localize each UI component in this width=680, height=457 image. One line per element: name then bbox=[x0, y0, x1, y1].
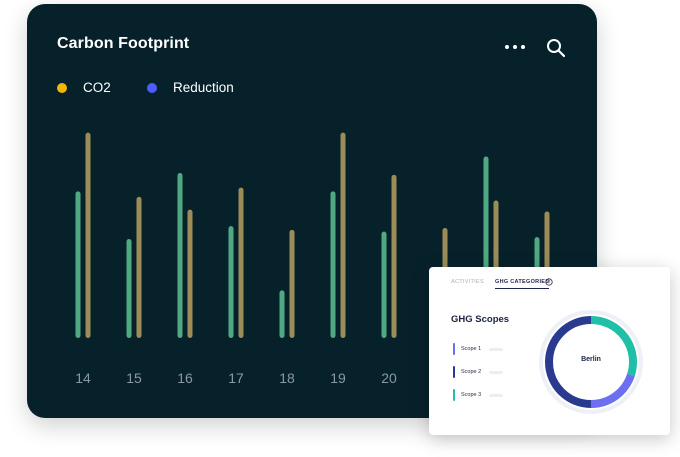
bar-reduction-18[interactable] bbox=[279, 290, 285, 338]
bar-co2-15[interactable] bbox=[136, 196, 142, 338]
legend-label: CO2 bbox=[83, 80, 111, 95]
tab-ghg-categories[interactable]: GHG Categories bbox=[495, 279, 550, 285]
bar-co2-14[interactable] bbox=[85, 132, 91, 338]
donut-center-label: Berlin bbox=[581, 356, 601, 363]
bar-co2-19[interactable] bbox=[340, 132, 346, 338]
legend-dot-reduction bbox=[147, 82, 157, 93]
scope-progress-track bbox=[489, 370, 503, 374]
bar-co2-16[interactable] bbox=[187, 209, 193, 338]
info-icon[interactable]: ? bbox=[545, 278, 553, 286]
scope-row-2[interactable]: Scope 2 bbox=[453, 365, 503, 379]
x-tick-label: 17 bbox=[228, 370, 244, 386]
search-icon bbox=[547, 39, 566, 58]
scope-label: Scope 2 bbox=[461, 369, 482, 375]
svg-text:?: ? bbox=[548, 280, 551, 286]
bar-reduction-16[interactable] bbox=[177, 173, 183, 338]
more-options-button[interactable] bbox=[503, 40, 527, 52]
ghg-scopes-title: GHG Scopes bbox=[451, 314, 510, 325]
card-title: Carbon Footprint bbox=[57, 35, 190, 52]
donut-halo bbox=[539, 310, 643, 414]
bar-reduction-20[interactable] bbox=[381, 231, 387, 338]
x-tick-label: 18 bbox=[279, 370, 295, 386]
donut-segment-scope-1[interactable] bbox=[590, 373, 635, 408]
bar-co2-20[interactable] bbox=[391, 174, 397, 338]
legend-label: Reduction bbox=[173, 80, 234, 95]
legend-dot-co2 bbox=[57, 82, 67, 93]
scope-row-3[interactable]: Scope 3 bbox=[453, 388, 503, 402]
scope-label: Scope 3 bbox=[461, 392, 482, 398]
x-tick-label: 19 bbox=[330, 370, 346, 386]
scope-progress-track bbox=[489, 393, 503, 397]
more-dots-icon bbox=[505, 45, 525, 49]
bar-co2-17[interactable] bbox=[238, 187, 244, 338]
bar-chart: 14 15 16 17 18 19 20 bbox=[75, 132, 550, 386]
bar-reduction-19[interactable] bbox=[330, 191, 336, 338]
carbon-footprint-card: Carbon Footprint CO2 Reduction 14 15 16 17 1… bbox=[27, 4, 597, 418]
scope-progress-track bbox=[489, 347, 503, 351]
scope-row-1[interactable]: Scope 1 bbox=[453, 342, 503, 356]
scope-1-marker bbox=[453, 343, 455, 355]
donut-segment-scope-2[interactable] bbox=[545, 316, 592, 408]
scope-label: Scope 1 bbox=[461, 346, 482, 352]
bar-reduction-17[interactable] bbox=[228, 226, 234, 338]
x-tick-label: 16 bbox=[177, 370, 193, 386]
x-tick-label: 15 bbox=[126, 370, 142, 386]
donut-segment-scope-3[interactable] bbox=[590, 316, 637, 377]
scope-3-marker bbox=[453, 389, 455, 401]
bar-reduction-14[interactable] bbox=[75, 191, 81, 338]
scope-2-marker bbox=[453, 366, 455, 378]
ghg-scopes-card: Activities GHG Categories ? GHG Scopes S… bbox=[429, 267, 670, 435]
bar-reduction-15[interactable] bbox=[126, 239, 132, 338]
bar-co2-18[interactable] bbox=[289, 229, 295, 338]
active-tab-underline bbox=[495, 288, 549, 289]
scope-donut-chart bbox=[539, 310, 643, 414]
legend-item-reduction[interactable]: Reduction bbox=[147, 80, 234, 95]
tab-activities[interactable]: Activities bbox=[451, 279, 484, 285]
search-button[interactable] bbox=[545, 37, 567, 59]
x-tick-label: 14 bbox=[75, 370, 91, 386]
legend-item-co2[interactable]: CO2 bbox=[57, 80, 111, 95]
x-tick-label: 20 bbox=[381, 370, 397, 386]
